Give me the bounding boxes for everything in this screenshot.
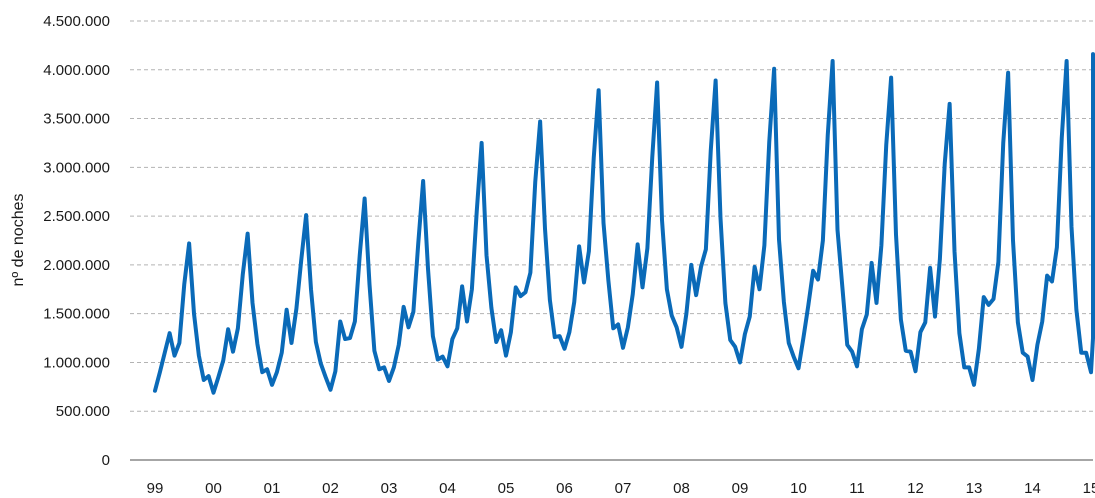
y-tick-label: 4.000.000 [43,62,110,79]
x-tick-label: 10 [790,480,807,497]
x-tick-label: 07 [615,480,632,497]
x-tick-labels: 99 00 01 02 03 04 05 06 07 08 09 10 11 12 13 14 15 [147,480,1095,497]
x-tick-label: 13 [966,480,983,497]
y-tick-label: 4.500.000 [43,13,110,30]
x-tick-label: 15 [1083,480,1095,497]
x-tick-label: 00 [205,480,222,497]
x-tick-label: 12 [907,480,924,497]
x-tick-label: 01 [264,480,281,497]
x-tick-label: 11 [849,480,865,497]
x-tick-label: 02 [322,480,339,497]
x-tick-label: 05 [498,480,515,497]
x-tick-label: 03 [381,480,398,497]
x-tick-label: 14 [1024,480,1041,497]
x-tick-label: 08 [673,480,690,497]
y-tick-label: 2.500.000 [43,208,110,225]
y-tick-label: 3.000.000 [43,159,110,176]
y-tick-labels: 0 500.000 1.000.000 1.500.000 2.000.000 2.500… [43,13,110,469]
y-tick-label: 1.500.000 [43,306,110,323]
plot-area [153,52,1095,395]
x-tick-label: 99 [147,480,164,497]
x-tick-label: 06 [556,480,573,497]
grid-lines [130,20,1093,461]
y-tick-label: 3.500.000 [43,111,110,128]
x-tick-label: 09 [732,480,749,497]
series-line [153,52,1095,395]
y-tick-label: 500.000 [56,403,110,420]
y-axis-title: nº de noches [10,193,27,286]
y-tick-label: 1.000.000 [43,354,110,371]
y-tick-label: 2.000.000 [43,257,110,274]
x-tick-label: 04 [439,480,456,497]
y-tick-label: 0 [102,452,110,469]
